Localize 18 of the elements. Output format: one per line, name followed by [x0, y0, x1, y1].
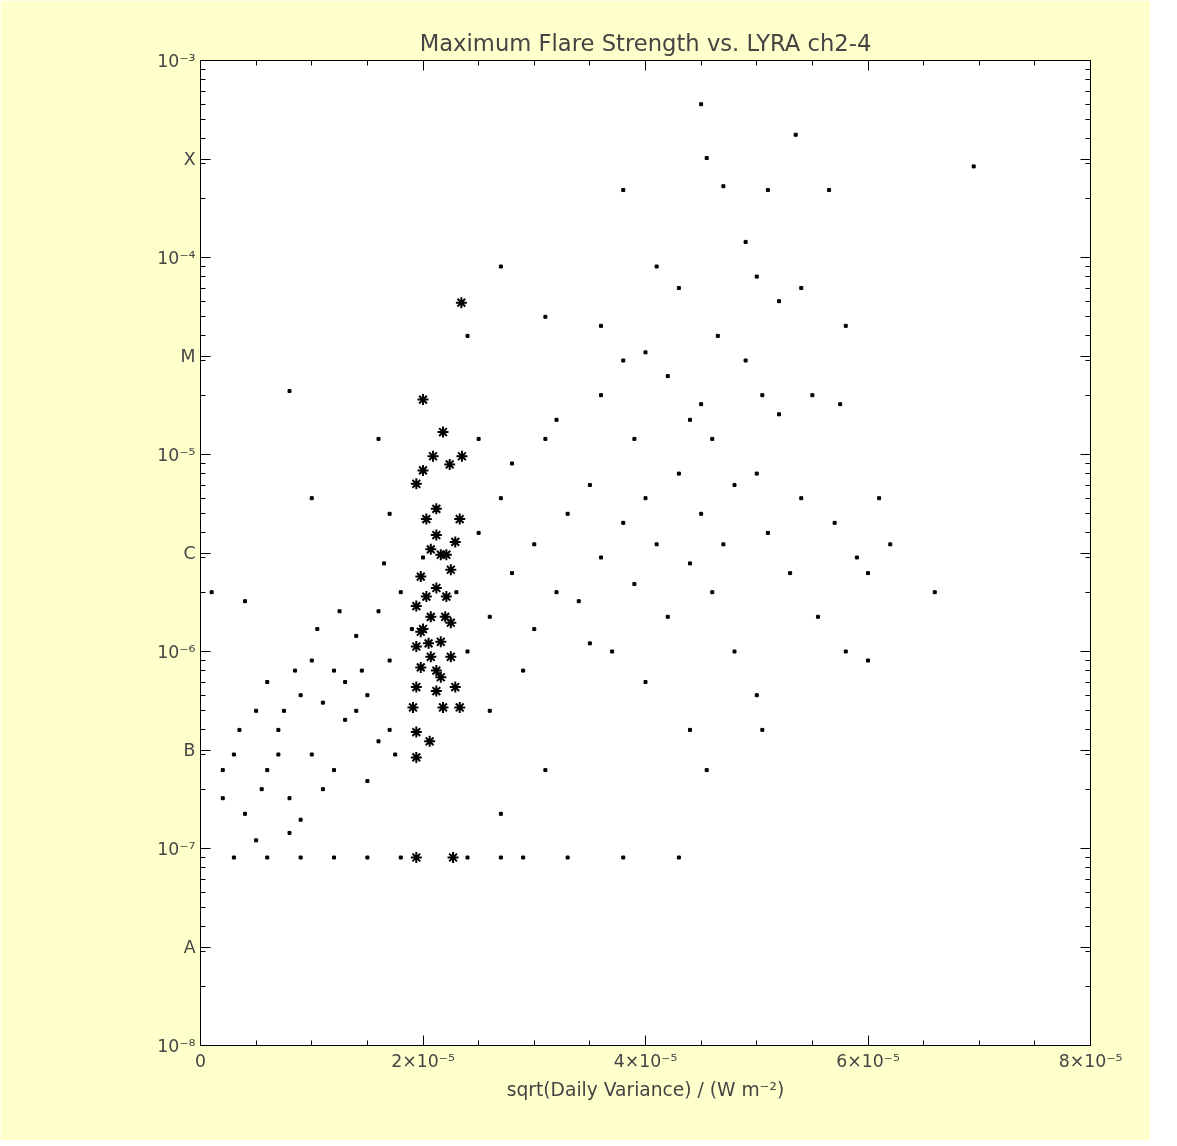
y-tick-label: M: [180, 346, 196, 367]
x-tick-label: 4×10⁻⁵: [613, 1050, 678, 1071]
y-tick-label: A: [183, 937, 196, 958]
y-tick-label: X: [183, 149, 196, 170]
y-tick-label: C: [183, 543, 196, 564]
y-tick-label: 10⁻⁶: [157, 641, 196, 662]
x-tick-label: 2×10⁻⁵: [391, 1050, 455, 1071]
y-tick-label: 10⁻⁸: [157, 1035, 196, 1056]
y-tick-label: 10⁻⁵: [157, 444, 196, 465]
chart-title: Maximum Flare Strength vs. LYRA ch2-4: [419, 29, 872, 56]
x-tick-label: 0: [194, 1050, 207, 1071]
y-tick-label: 10⁻⁷: [157, 838, 196, 859]
y-tick-label: 10⁻³: [157, 50, 196, 71]
y-tick-label: 10⁻⁴: [157, 247, 196, 268]
x-tick-label: 6×10⁻⁵: [836, 1050, 900, 1071]
x-axis-title: sqrt(Daily Variance) / (W m⁻²): [506, 1078, 785, 1100]
y-tick-label: B: [183, 740, 196, 761]
x-tick-label: 8×10⁻⁵: [1058, 1050, 1123, 1071]
